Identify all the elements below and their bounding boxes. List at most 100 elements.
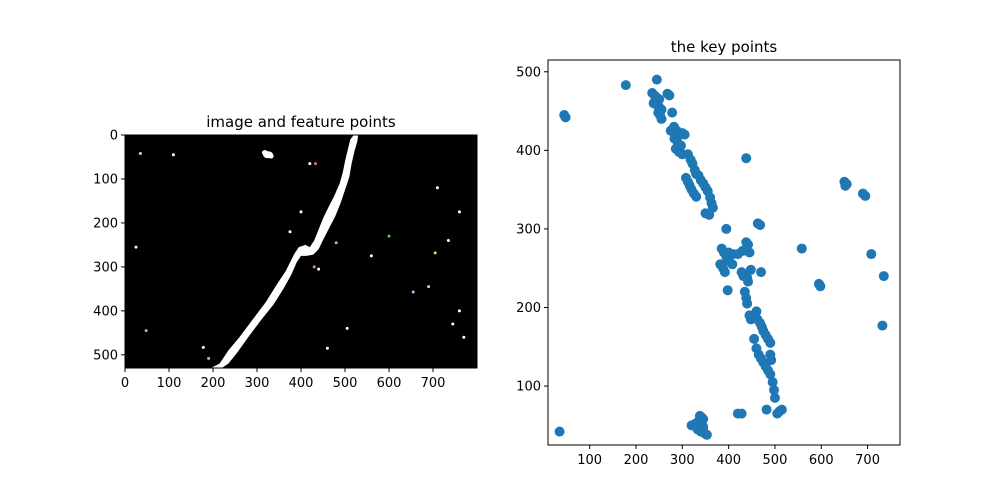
image-feature-dot: [317, 267, 321, 271]
scatter-y-ticks: 100 200 300 400 500: [516, 65, 548, 395]
image-feature-dot: [334, 241, 338, 245]
image-y-tick-label: 0: [110, 129, 118, 144]
scatter-x-tick-label: 700: [855, 453, 880, 468]
image-x-tick-label: 0: [121, 376, 129, 391]
scatter-point: [736, 408, 747, 419]
scatter-point: [769, 385, 780, 395]
scatter-point: [742, 298, 753, 309]
image-feature-dot: [201, 345, 205, 349]
scatter-point: [744, 247, 755, 258]
scatter-point: [701, 429, 712, 440]
scatter-y-tick-label: 300: [516, 222, 541, 237]
scatter-y-tick-label: 500: [516, 65, 541, 80]
image-feature-dot: [369, 254, 373, 258]
image-feature-dot: [207, 356, 211, 360]
scatter-point: [769, 392, 780, 403]
scatter-x-tick-label: 300: [670, 453, 695, 468]
scatter-point: [751, 306, 762, 317]
image-feature-dot: [325, 346, 329, 350]
image-axes: image and feature points 0 100 200 300 400 50…: [93, 113, 478, 391]
scatter-point: [755, 220, 766, 230]
scatter-point: [722, 285, 733, 296]
scatter-point: [698, 414, 709, 425]
scatter-point: [651, 74, 662, 85]
image-speckle: [268, 153, 274, 159]
image-y-tick-label: 500: [93, 348, 118, 363]
scatter-y-tick-label: 400: [516, 144, 541, 159]
image-speckle: [261, 150, 268, 156]
scatter-point: [765, 369, 776, 380]
image-feature-dot: [433, 251, 437, 255]
image-x-tick-label: 100: [157, 376, 182, 391]
image-y-tick-label: 100: [93, 172, 118, 187]
image-feature-dot: [144, 329, 148, 333]
image-feature-dot: [457, 309, 461, 313]
scatter-points: [554, 74, 889, 440]
scatter-point: [878, 271, 889, 282]
image-y-tick-label: 400: [93, 304, 118, 319]
scatter-axes: the key points 100 200 300 400 500 600 700 100…: [516, 38, 901, 468]
image-feature-dot: [312, 265, 316, 269]
image-feature-dot: [411, 290, 415, 294]
image-feature-dot: [457, 210, 461, 214]
image-feature-dot: [462, 335, 466, 339]
image-x-tick-label: 300: [245, 376, 270, 391]
scatter-point: [656, 113, 667, 124]
scatter-point: [776, 404, 787, 415]
scatter-point: [727, 259, 738, 270]
scatter-point: [749, 333, 760, 344]
image-x-tick-label: 700: [421, 376, 446, 391]
image-y-ticks: 0 100 200 300 400 500: [93, 129, 125, 363]
image-content: [134, 135, 466, 368]
scatter-point: [664, 90, 675, 101]
image-x-tick-label: 600: [377, 376, 402, 391]
scatter-point: [840, 180, 851, 191]
scatter-x-tick-label: 600: [809, 453, 834, 468]
scatter-point: [767, 377, 778, 388]
image-y-tick-label: 300: [93, 260, 118, 275]
scatter-point: [796, 243, 807, 254]
image-feature-dot: [435, 186, 439, 190]
scatter-point: [866, 249, 877, 260]
image-feature-dot: [314, 162, 318, 166]
scatter-point: [554, 426, 565, 437]
scatter-y-tick-label: 100: [516, 380, 541, 395]
scatter-x-tick-label: 200: [624, 453, 649, 468]
scatter-point: [691, 191, 702, 202]
image-feature-dot: [345, 326, 349, 330]
image-feature-dot: [451, 322, 455, 326]
scatter-point: [667, 107, 678, 118]
scatter-x-ticks: 100 200 300 400 500 600 700: [577, 445, 880, 468]
image-feature-dot: [299, 210, 303, 214]
image-y-tick-label: 200: [93, 216, 118, 231]
image-axes-title: image and feature points: [206, 113, 396, 131]
scatter-point: [745, 264, 756, 275]
scatter-point: [743, 276, 754, 287]
image-x-tick-label: 200: [201, 376, 226, 391]
scatter-point: [766, 355, 777, 366]
image-feature-dot: [288, 230, 292, 234]
image-feature-dot: [171, 153, 175, 157]
image-feature-dot: [427, 285, 431, 289]
scatter-x-tick-label: 400: [716, 453, 741, 468]
image-feature-dot: [446, 239, 450, 243]
scatter-point: [620, 80, 631, 91]
image-feature-dot: [134, 245, 138, 249]
scatter-y-tick-label: 200: [516, 301, 541, 316]
image-x-ticks: 0 100 200 300 400 500 600 700: [121, 368, 446, 391]
scatter-point: [877, 320, 888, 331]
scatter-point: [741, 153, 752, 164]
scatter-point: [719, 267, 730, 278]
scatter-point: [815, 281, 826, 292]
image-feature-dot: [308, 162, 312, 166]
scatter-point: [761, 404, 772, 415]
scatter-axes-frame: [547, 59, 901, 446]
scatter-point: [560, 112, 571, 123]
scatter-point: [679, 129, 690, 140]
scatter-point: [860, 190, 871, 201]
scatter-point: [756, 267, 767, 278]
scatter-point: [721, 223, 732, 234]
scatter-point: [765, 337, 776, 348]
image-x-tick-label: 400: [289, 376, 314, 391]
